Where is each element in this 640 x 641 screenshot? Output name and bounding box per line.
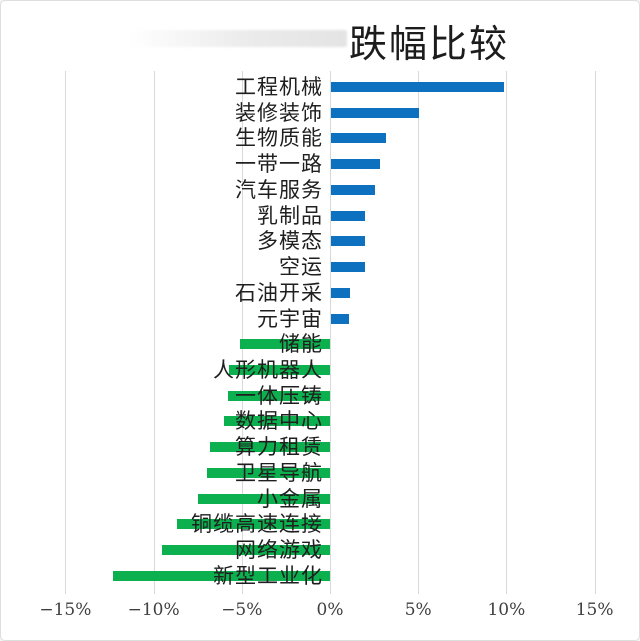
- category-label: 石油开采: [235, 280, 323, 305]
- category-label: 数据中心: [235, 409, 323, 434]
- category-label: 人形机器人: [213, 358, 323, 383]
- bar-positive: [331, 236, 365, 247]
- category-label: 汽车服务: [235, 177, 323, 202]
- gridline: [153, 71, 155, 594]
- watermark-smear: [129, 30, 347, 47]
- category-label: 乳制品: [257, 203, 323, 228]
- category-label: 小金属: [257, 486, 323, 511]
- bar-positive: [331, 82, 504, 92]
- category-label: 一带一路: [235, 152, 323, 177]
- bar-positive: [331, 184, 376, 195]
- gridline: [330, 71, 331, 594]
- gridline: [594, 71, 596, 594]
- bar-positive: [331, 287, 351, 298]
- category-label: 算力租赁: [235, 435, 323, 460]
- bar-positive: [331, 133, 386, 144]
- bar-negative: [229, 365, 330, 376]
- category-label: 多模态: [257, 229, 323, 254]
- category-label: 新型工业化: [213, 563, 323, 588]
- bar-negative: [206, 467, 330, 478]
- bar-negative: [224, 416, 330, 427]
- category-label: 空运: [279, 255, 323, 280]
- bar-negative: [176, 519, 330, 530]
- category-label: 铜缆高速连接: [191, 512, 323, 537]
- category-label: 工程机械: [235, 75, 323, 99]
- bar-positive: [331, 313, 349, 324]
- bar-positive: [331, 107, 420, 118]
- x-tick-label: 10%: [487, 600, 526, 620]
- bar-positive: [331, 210, 365, 221]
- category-label: 储能: [279, 332, 323, 357]
- gridline: [506, 71, 508, 594]
- bar-positive: [331, 262, 365, 273]
- bar-positive: [331, 159, 381, 170]
- category-label: 生物质能: [235, 126, 323, 151]
- x-tick-label: 5%: [404, 600, 432, 620]
- category-label: 装修装饰: [235, 100, 323, 125]
- category-label: 元宇宙: [257, 306, 323, 331]
- category-label: 网络游戏: [235, 538, 323, 563]
- x-tick-label: −5%: [221, 600, 263, 620]
- bar-negative: [227, 390, 330, 401]
- x-tick-label: −15%: [39, 600, 92, 620]
- bar-negative: [162, 545, 330, 556]
- bar-negative: [210, 442, 330, 453]
- bar-negative: [240, 339, 330, 350]
- x-tick-label: −10%: [127, 600, 180, 620]
- category-label: 一体压铸: [235, 383, 323, 408]
- x-tick-label: 15%: [575, 600, 614, 620]
- gridline: [418, 71, 420, 594]
- chart-title: 跌幅比较: [348, 22, 509, 66]
- category-label: 卫星导航: [235, 460, 323, 485]
- bar-negative: [197, 493, 330, 504]
- bar-negative: [113, 570, 330, 581]
- x-tick-label: 0%: [316, 600, 344, 620]
- gridline: [241, 71, 243, 594]
- gridline: [65, 71, 67, 594]
